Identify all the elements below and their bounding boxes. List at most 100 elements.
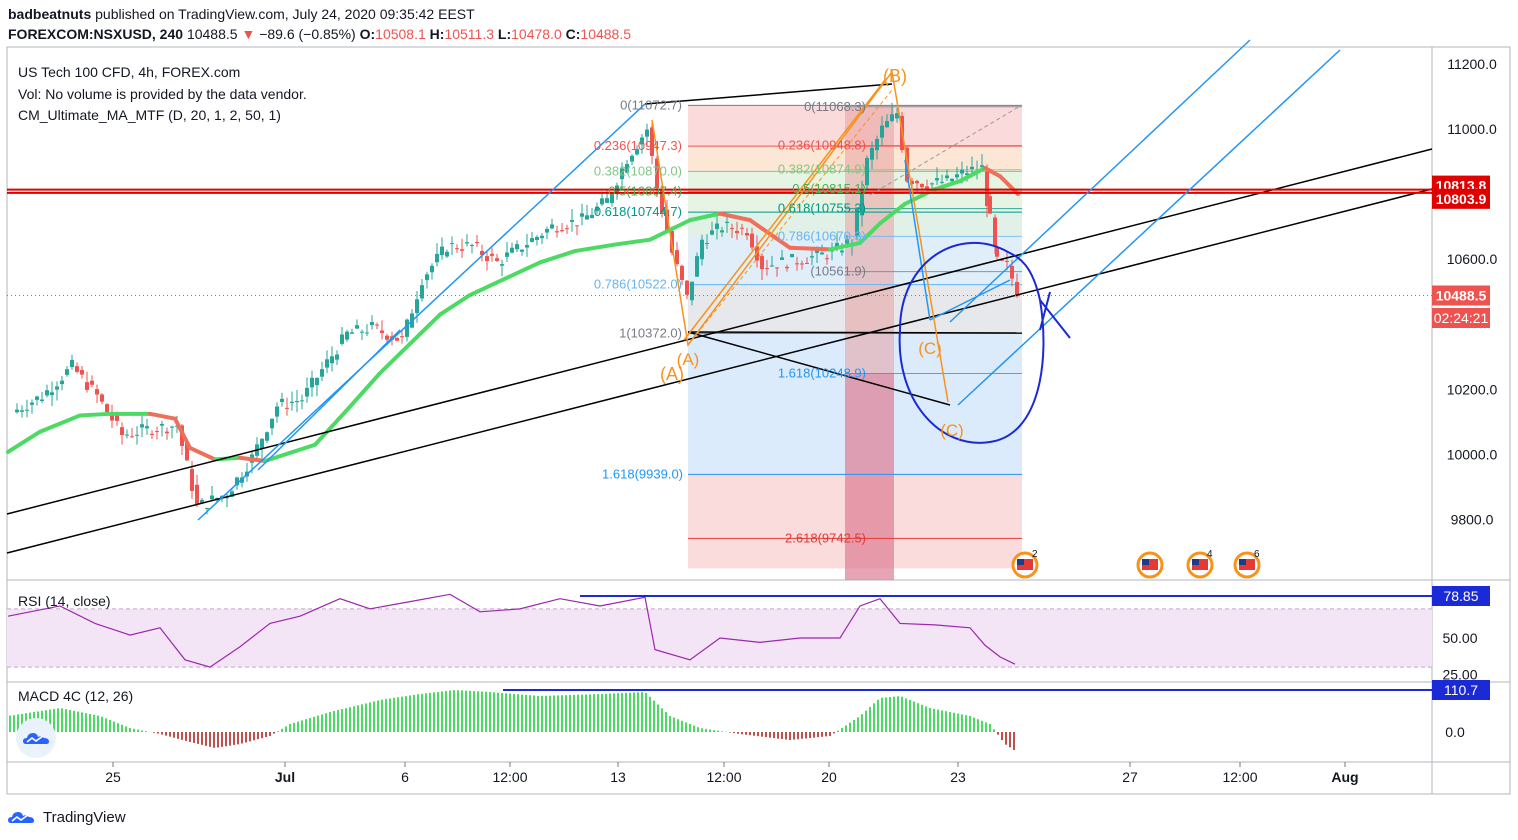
chart-frame xyxy=(6,46,1511,795)
us-flag-icon xyxy=(1239,559,1255,570)
candle-body xyxy=(290,401,294,404)
rsi-pane: 78.85 25.00 50.00 xyxy=(7,586,1490,682)
candle-body xyxy=(485,256,489,262)
candle-body xyxy=(500,264,504,266)
candle-body xyxy=(845,238,849,244)
candle-body xyxy=(400,336,404,338)
candle-body xyxy=(420,285,424,299)
candle-body xyxy=(150,433,154,435)
ma-segment xyxy=(718,211,752,223)
open-value: 10508.1 xyxy=(375,26,426,42)
candle-body xyxy=(965,173,969,176)
candle-body xyxy=(205,507,209,509)
candle-body xyxy=(1015,281,1019,297)
fib-right-label-2: 0.382(10874.9) xyxy=(778,162,866,177)
candle-body xyxy=(15,409,19,413)
time-tick-7: 23 xyxy=(950,769,966,785)
candle-body xyxy=(25,409,29,411)
fib-right-label-6: (10561.9) xyxy=(810,264,866,279)
candle-body xyxy=(750,233,754,248)
tradingview-brand[interactable]: TradingView xyxy=(8,806,126,828)
candle-body xyxy=(690,281,694,301)
candle-body xyxy=(930,183,934,185)
candle-body xyxy=(870,147,874,160)
candle-body xyxy=(730,228,734,230)
candle-body xyxy=(600,198,604,205)
candle-body xyxy=(320,369,324,377)
rsi-tick-0: 25.00 xyxy=(1442,666,1477,682)
candle-body xyxy=(585,215,589,220)
fib-labels: 0(11072.7) 0.236(10947.3) 0.382(10870.0) 0.… xyxy=(594,97,866,545)
candle-body xyxy=(135,434,139,436)
fib-left-label-3: 0.5(10807.4) xyxy=(608,184,682,199)
candle-body xyxy=(140,424,144,428)
candle-body xyxy=(993,217,997,247)
candle-body xyxy=(110,412,114,421)
publish-info: badbeatnuts published on TradingView.com… xyxy=(8,6,475,22)
fib-left-label-5: 0.786(10522.0) xyxy=(594,277,682,292)
candle-body xyxy=(165,431,169,434)
candle-body xyxy=(895,113,899,119)
ma-segment xyxy=(858,221,882,245)
candle-body xyxy=(940,181,944,183)
time-tick-3: 12:00 xyxy=(492,769,527,785)
highlight-circle xyxy=(898,241,1045,444)
event-badges[interactable]: 2 4 6 xyxy=(1011,549,1261,579)
tv-badge[interactable] xyxy=(16,718,56,758)
fib-right-label-4: 0.618(10755.3) xyxy=(778,201,866,216)
macd-pane: 110.7 0.0 xyxy=(9,680,1490,750)
channel-bounce xyxy=(929,279,1011,321)
us-flag-canton xyxy=(1142,559,1149,565)
ma-segment xyxy=(408,312,442,346)
candle-body xyxy=(75,366,79,372)
last-price: 10488.5 xyxy=(186,26,238,42)
ma-segment xyxy=(343,371,382,415)
candle-body xyxy=(1010,265,1014,279)
candle-body xyxy=(270,418,274,429)
candle-body xyxy=(770,265,774,267)
candle-body xyxy=(800,263,804,265)
candle-body xyxy=(415,299,419,314)
price-tick-7: 11200.0 xyxy=(1447,56,1497,72)
ma-segment xyxy=(828,240,862,252)
candle-body xyxy=(40,399,44,402)
time-tick-8: 27 xyxy=(1122,769,1138,785)
drawings[interactable]: (A)(A) (B) (C) (C) xyxy=(6,39,1433,554)
candle-body xyxy=(740,227,744,229)
candle-body xyxy=(395,337,399,341)
tradingview-logo-icon xyxy=(8,812,34,823)
candle-body xyxy=(285,407,289,409)
time-tick-5: 12:00 xyxy=(706,769,741,785)
time-tick-4: 13 xyxy=(610,769,626,785)
abc-dashed xyxy=(687,89,893,346)
candle-body xyxy=(695,256,699,277)
wave-label-3: (C) xyxy=(918,339,942,358)
event-count-2: 4 xyxy=(1207,549,1213,560)
fib-levels xyxy=(688,104,1022,539)
candle-body xyxy=(625,163,629,173)
moving-average xyxy=(6,166,1020,464)
candle-body xyxy=(105,404,109,413)
candle-body xyxy=(635,148,639,155)
author-name[interactable]: badbeatnuts xyxy=(8,6,92,22)
candle-body xyxy=(200,499,204,504)
candle-body xyxy=(570,219,574,222)
candle-body xyxy=(840,250,844,253)
candle-body xyxy=(935,178,939,181)
legend-macd: MACD 4C (12, 26) xyxy=(18,688,134,704)
candle-body xyxy=(945,175,949,179)
candle-body xyxy=(230,491,234,497)
candle-body xyxy=(510,247,514,253)
candle-body xyxy=(785,266,789,269)
price-label-2: 10488.5 xyxy=(1436,287,1487,303)
time-tick-9: 12:00 xyxy=(1222,769,1257,785)
channel-right-2 xyxy=(957,49,1341,406)
candle-body xyxy=(85,382,89,390)
candle-body xyxy=(380,330,384,334)
candle-body xyxy=(595,206,599,212)
candle-body xyxy=(470,245,474,247)
candle-body xyxy=(35,396,39,400)
candle-body xyxy=(385,335,389,340)
ma-segment xyxy=(933,179,962,192)
candle-body xyxy=(885,121,889,128)
